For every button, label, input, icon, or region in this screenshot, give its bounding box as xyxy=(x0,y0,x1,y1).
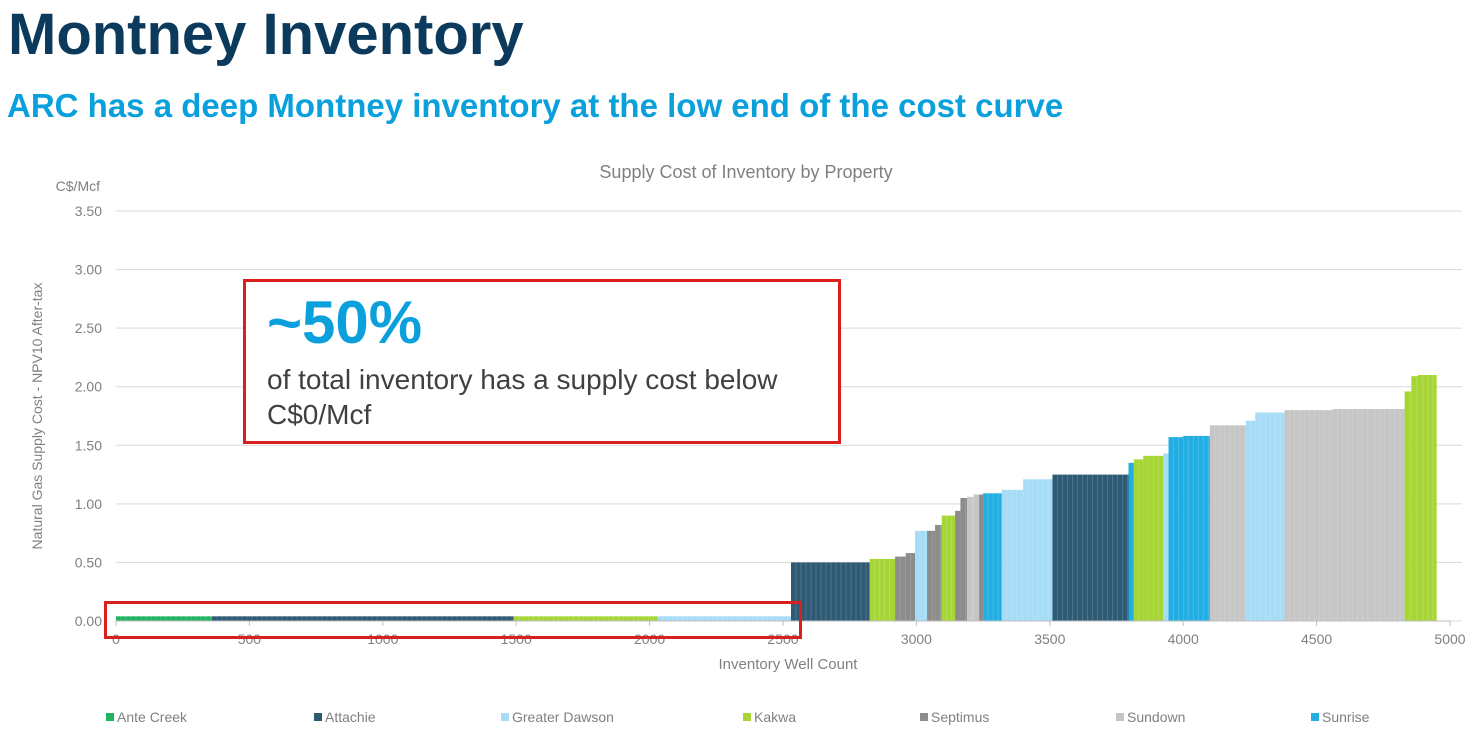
legend-label: Sunrise xyxy=(1322,709,1370,725)
x-axis-title: Inventory Well Count xyxy=(719,656,859,673)
bar-sundown xyxy=(967,496,974,621)
bar-sunrise xyxy=(1128,462,1134,621)
legend-swatch xyxy=(1311,713,1319,721)
bar-sunrise xyxy=(983,493,1002,621)
bar-septimus xyxy=(905,553,916,621)
y-tick-label: 3.00 xyxy=(75,262,102,278)
bar-kakwa xyxy=(869,558,896,621)
x-tick-label: 500 xyxy=(238,631,262,647)
bar-greater-dawson xyxy=(1255,412,1285,621)
page-title: Montney Inventory xyxy=(8,2,524,67)
bar-greater-dawson xyxy=(915,530,928,621)
legend-label: Attachie xyxy=(325,709,376,725)
x-tick-label: 1000 xyxy=(367,631,398,647)
bar-greater-dawson xyxy=(1163,453,1169,621)
bar-greater-dawson xyxy=(657,616,792,621)
x-tick-label: 0 xyxy=(112,631,120,647)
bar-septimus xyxy=(960,498,968,621)
legend-label: Greater Dawson xyxy=(512,709,614,725)
legend-swatch xyxy=(501,713,509,721)
bar-sundown xyxy=(1332,408,1370,621)
y-tick-label: 2.00 xyxy=(75,379,102,395)
bar-kakwa xyxy=(1417,375,1437,621)
callout-box: ~50% of total inventory has a supply cos… xyxy=(243,279,841,444)
bar-sundown xyxy=(1369,408,1405,621)
y-tick-label: 3.50 xyxy=(75,203,102,219)
bar-septimus xyxy=(927,530,936,621)
callout-text: of total inventory has a supply cost bel… xyxy=(267,364,778,430)
x-tick-label: 3500 xyxy=(1034,631,1065,647)
bar-kakwa xyxy=(1404,391,1412,621)
bar-greater-dawson xyxy=(1001,489,1024,621)
bar-sundown xyxy=(1284,410,1333,621)
legend-swatch xyxy=(743,713,751,721)
bar-sundown xyxy=(973,494,980,621)
legend-item-greater-dawson: Greater Dawson xyxy=(501,708,614,726)
y-axis-title: Natural Gas Supply Cost - NPV10 After-ta… xyxy=(29,283,45,550)
legend-item-septimus: Septimus xyxy=(920,708,989,726)
callout-percentage: ~50% xyxy=(267,289,423,356)
legend-swatch xyxy=(314,713,322,721)
bar-well-dividers xyxy=(120,375,1434,621)
bar-kakwa xyxy=(1411,376,1418,621)
bar-sundown xyxy=(1209,425,1246,621)
legend-swatch xyxy=(106,713,114,721)
legend-swatch xyxy=(920,713,928,721)
legend-item-ante-creek: Ante Creek xyxy=(106,708,187,726)
legend-label: Sundown xyxy=(1127,709,1186,725)
page-subtitle: ARC has a deep Montney inventory at the … xyxy=(7,87,1064,124)
legend-swatch xyxy=(1116,713,1124,721)
bar-greater-dawson xyxy=(1245,420,1256,621)
chart-title: Supply Cost of Inventory by Property xyxy=(599,162,892,182)
bar-sunrise xyxy=(1168,437,1184,621)
bar-septimus xyxy=(895,556,906,621)
chart-legend: Ante Creek Attachie Greater Dawson Kakwa Sep… xyxy=(0,708,1480,728)
y-tick-label: 2.50 xyxy=(75,320,102,336)
bar-attachie xyxy=(212,616,514,621)
bar-ante-creek xyxy=(116,616,213,621)
legend-label: Ante Creek xyxy=(117,709,188,725)
bar-septimus xyxy=(955,510,961,621)
legend-item-kakwa: Kakwa xyxy=(743,708,796,726)
y-tick-label: 0.50 xyxy=(75,554,102,570)
bar-kakwa xyxy=(1133,459,1144,621)
x-tick-label: 4500 xyxy=(1301,631,1332,647)
x-tick-label: 4000 xyxy=(1168,631,1199,647)
y-tick-label: 1.50 xyxy=(75,437,102,453)
bar-septimus xyxy=(935,524,942,621)
legend-item-sunrise: Sunrise xyxy=(1311,708,1369,726)
legend-item-attachie: Attachie xyxy=(314,708,376,726)
legend-item-sundown: Sundown xyxy=(1116,708,1185,726)
bar-kakwa xyxy=(941,515,956,621)
legend-label: Kakwa xyxy=(754,709,797,725)
x-tick-label: 5000 xyxy=(1434,631,1465,647)
x-tick-label: 1500 xyxy=(501,631,532,647)
bar-kakwa xyxy=(513,616,658,621)
bar-greater-dawson xyxy=(1023,479,1053,621)
y-tick-label: 1.00 xyxy=(75,496,102,512)
y-tick-label: 0.00 xyxy=(75,613,102,629)
y-axis-unit: C$/Mcf xyxy=(56,178,100,194)
bar-sunrise xyxy=(1183,435,1210,621)
legend-label: Septimus xyxy=(931,709,990,725)
x-tick-label: 2000 xyxy=(634,631,665,647)
bar-attachie xyxy=(1052,474,1129,621)
bar-septimus xyxy=(979,494,984,621)
bar-attachie xyxy=(791,562,870,621)
x-tick-label: 2500 xyxy=(767,631,798,647)
low-cost-highlight-box xyxy=(104,601,802,639)
x-tick-label: 3000 xyxy=(901,631,932,647)
bar-kakwa xyxy=(1143,455,1164,621)
